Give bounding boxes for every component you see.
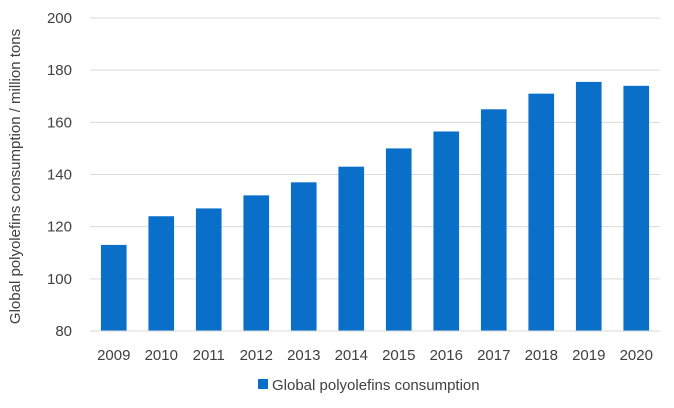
x-tick-label: 2009 <box>97 347 130 364</box>
legend: Global polyolefins consumption <box>258 377 480 394</box>
x-tick-label: 2020 <box>620 347 653 364</box>
bar-2018 <box>528 93 555 332</box>
y-tick-label: 100 <box>47 271 72 288</box>
x-tick-label: 2019 <box>572 347 605 364</box>
bar-2010 <box>148 216 175 331</box>
bar-2017 <box>480 109 507 332</box>
gridlines <box>90 17 660 280</box>
x-tick-label: 2014 <box>335 347 368 364</box>
legend-swatch <box>258 379 268 389</box>
y-axis-ticks: 80 100 120 140 160 180 200 <box>47 10 72 340</box>
x-tick-label: 2013 <box>287 347 320 364</box>
bar-2013 <box>290 182 317 331</box>
x-tick-label: 2011 <box>193 347 225 364</box>
x-axis-ticks: 2009 2010 2011 2012 2013 2014 2015 2016 2017 2018… <box>97 347 653 364</box>
bar-2020 <box>623 85 650 331</box>
y-tick-label: 160 <box>47 114 72 131</box>
y-tick-label: 80 <box>55 323 72 340</box>
y-tick-label: 120 <box>47 219 72 236</box>
bar-2012 <box>243 195 270 331</box>
x-tick-label: 2012 <box>240 347 273 364</box>
bar-2009 <box>100 244 127 331</box>
y-tick-label: 140 <box>47 167 72 184</box>
bar-2014 <box>338 166 365 331</box>
bar-2011 <box>195 208 222 331</box>
bar-2019 <box>575 81 602 331</box>
y-axis-title: Global polyolefins consumption / million… <box>7 29 24 324</box>
bars <box>100 81 650 332</box>
y-tick-label: 180 <box>47 62 72 79</box>
y-tick-label: 200 <box>47 10 72 27</box>
legend-label: Global polyolefins consumption <box>272 377 480 394</box>
x-tick-label: 2010 <box>145 347 178 364</box>
x-tick-label: 2016 <box>430 347 463 364</box>
x-tick-label: 2018 <box>525 347 558 364</box>
x-tick-label: 2015 <box>382 347 415 364</box>
x-tick-label: 2017 <box>477 347 510 364</box>
bar-2015 <box>385 148 412 331</box>
bar-2016 <box>433 131 460 331</box>
